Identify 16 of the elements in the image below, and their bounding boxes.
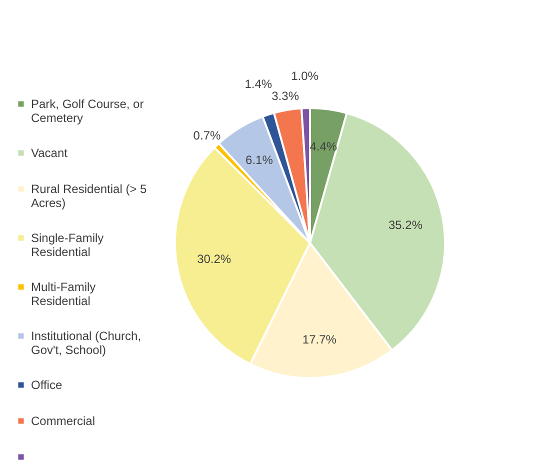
legend-label: Multi-Family Residential (31, 280, 96, 308)
legend-label: Institutional (Church, Gov't, School) (31, 329, 142, 357)
legend-label: Vacant (31, 146, 68, 160)
data-label: 17.7% (302, 332, 337, 347)
legend-label: Commercial (31, 414, 96, 428)
data-label: 35.2% (388, 218, 423, 232)
data-label: 0.7% (193, 128, 221, 142)
legend-label: Office (31, 378, 62, 392)
data-label: 30.2% (197, 252, 232, 266)
data-label: 1.4% (244, 77, 272, 92)
data-label: 1.0% (291, 69, 319, 84)
legend-label: Rural Residential (> 5 Acres) (31, 182, 148, 210)
legend-label: Single-Family Residential (31, 231, 104, 259)
data-label: 3.3% (272, 89, 300, 104)
data-label: 6.1% (246, 153, 274, 168)
legend-label: Park, Golf Course, or Cemetery (31, 97, 144, 125)
